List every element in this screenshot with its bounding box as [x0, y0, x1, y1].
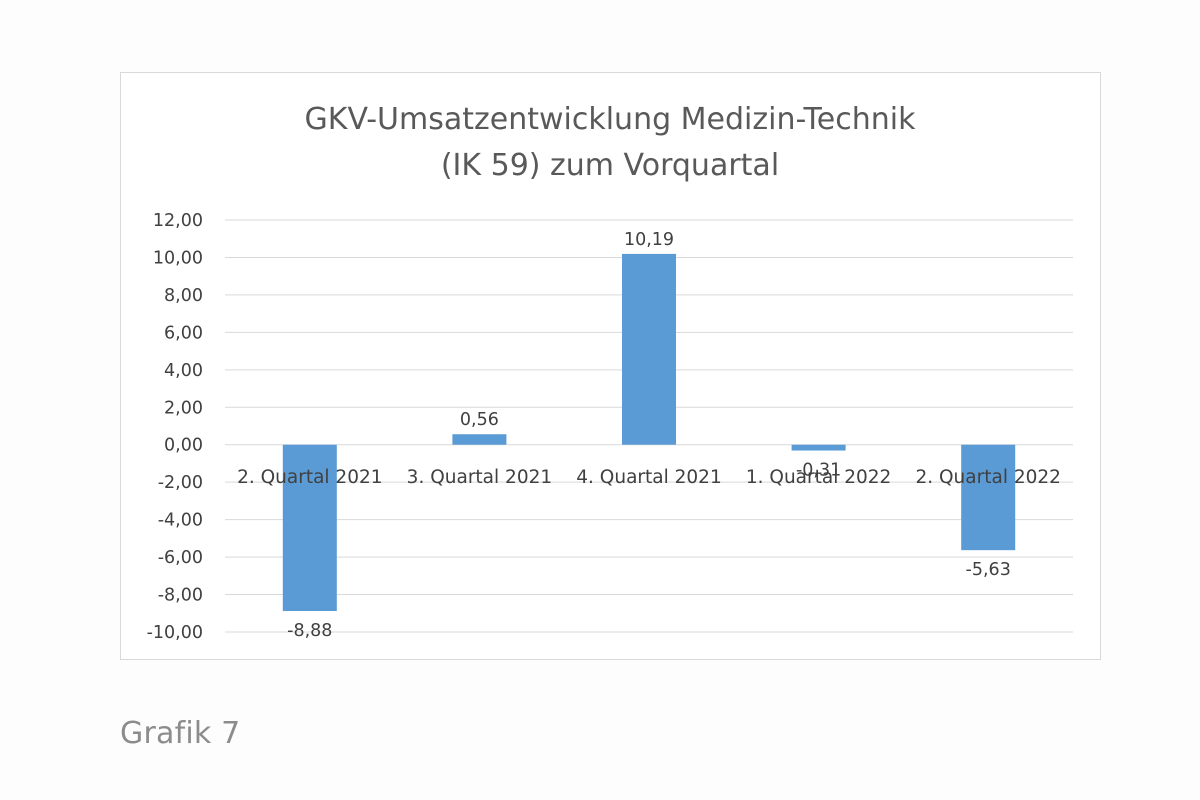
y-tick-label: -10,00	[147, 623, 203, 643]
data-labels: -8,88 0,56 10,19 -0,31 -5,63	[287, 230, 1011, 641]
bar	[622, 253, 676, 445]
y-tick-label: 4,00	[164, 361, 203, 381]
data-label: 0,56	[460, 410, 499, 430]
y-tick-label: 12,00	[153, 211, 203, 231]
y-tick-label: 10,00	[153, 248, 203, 268]
bars	[282, 253, 1016, 612]
category-label: 4. Quartal 2021	[576, 467, 721, 488]
y-tick-label: -4,00	[158, 511, 203, 531]
chart-frame: GKV-Umsatzentwicklung Medizin-Technik (I…	[120, 72, 1101, 660]
chart-title-line-1: GKV-Umsatzentwicklung Medizin-Technik	[305, 102, 917, 137]
category-label: 3. Quartal 2021	[407, 467, 552, 488]
data-label: -8,88	[287, 621, 332, 641]
y-tick-label: -6,00	[158, 548, 203, 568]
category-labels: 2. Quartal 2021 3. Quartal 2021 4. Quartal…	[237, 467, 1061, 488]
category-label: 1. Quartal 2022	[746, 467, 891, 488]
chart-title: GKV-Umsatzentwicklung Medizin-Technik (I…	[305, 102, 917, 183]
y-tick-label: -8,00	[158, 586, 203, 606]
bar	[282, 444, 337, 612]
bar	[961, 444, 1016, 551]
y-tick-label: 2,00	[164, 398, 203, 418]
category-label: 2. Quartal 2021	[237, 467, 382, 488]
figure-caption: Grafik 7	[120, 716, 241, 751]
y-axis-tick-labels: 12,00 10,00 8,00 6,00 4,00 2,00 0,00 -2,00 -4,00…	[147, 211, 203, 643]
y-tick-label: 0,00	[164, 436, 203, 456]
data-label: -0,31	[796, 461, 841, 481]
chart-title-line-2: (IK 59) zum Vorquartal	[441, 148, 779, 183]
bar	[791, 444, 846, 451]
y-tick-label: 6,00	[164, 323, 203, 343]
data-label: -5,63	[966, 560, 1011, 580]
data-label: 10,19	[624, 230, 674, 250]
y-tick-label: 8,00	[164, 286, 203, 306]
bar-chart: GKV-Umsatzentwicklung Medizin-Technik (I…	[147, 102, 1073, 643]
y-tick-label: -2,00	[158, 473, 203, 493]
category-label: 2. Quartal 2022	[915, 467, 1060, 488]
bar	[452, 434, 507, 445]
